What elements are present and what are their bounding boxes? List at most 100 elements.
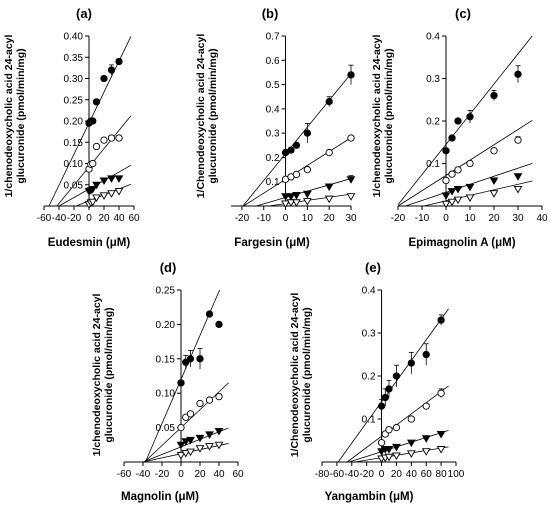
panel-d-filled-circle-point [186, 355, 195, 363]
panel-a-y-axis-label-line2: glucuronide (pmol/min/mg) [15, 48, 27, 183]
panel-e-open-triangle-down-point [392, 452, 401, 461]
panel-c-x-tick-label: -20 [391, 213, 406, 224]
panel-a-open-circle-point [92, 142, 101, 151]
panel-e-open-circle-point [385, 426, 393, 434]
panel-e-filled-triangle-down-point [406, 439, 416, 448]
panel-a-filled-circle-point [115, 57, 123, 66]
panel-d-fit-line [145, 289, 220, 463]
panel-e-y-tick-label: 0.2 [362, 372, 376, 383]
panel-c-filled-triangle-down-point [489, 177, 499, 185]
panel-e-x-axis-label: Yangambin (μM) [325, 491, 414, 503]
panel-e-filled-triangle-down-point [384, 446, 394, 454]
panel-e-filled-circle-point [385, 385, 393, 393]
panel-c-x-tick-label: 0 [443, 213, 449, 224]
panel-b-filled-triangle-down-point [286, 193, 296, 201]
panel-d-open-circle-point [186, 410, 195, 418]
panel-c-open-triangle-down-point [513, 185, 523, 194]
panel-d-x-tick-label: 60 [232, 469, 244, 480]
panel-e-open-circle-point [392, 423, 401, 432]
panel-b-y-tick-label: 0.6 [266, 56, 280, 67]
panel-e-filled-triangle-down-point [392, 443, 401, 452]
panel-d-x-tick-label: -40 [136, 469, 151, 480]
panel-b-open-circle-point [325, 148, 333, 157]
panel-c-y-axis-label-line2: glucuronide (pmol/min/mg) [383, 48, 395, 183]
panel-c-open-triangle-down-point [465, 194, 475, 202]
panel-c-x-tick-label: 40 [536, 213, 548, 224]
panel-d-filled-triangle-down-point [181, 438, 191, 446]
panel-b-open-triangle-down-point [286, 199, 296, 207]
panel-d-y-tick-label: 0.25 [156, 286, 176, 297]
panel-a-x-tick-label: -60 [37, 213, 52, 224]
panel-a-y-tick-label: 0.30 [64, 74, 84, 85]
panel-c-y-tick-label: 0.4 [426, 32, 440, 43]
panel-a-y-tick-label: 0.15 [64, 138, 84, 149]
panel-b-filled-circle-point [292, 141, 301, 149]
panel-a-y-tick-label: 0.35 [64, 53, 84, 64]
panel-a-filled-triangle-down-point [88, 185, 98, 194]
panel-b-y-tick-label: 0.4 [266, 104, 280, 115]
panel-d: (d) Magnolin (μM) 1/chenodeoxycholic aci… [91, 260, 244, 503]
panel-b-y-axis-label-line2: glucuronide (pmol/min/mg) [207, 48, 219, 183]
panel-c-open-circle-point [490, 147, 498, 155]
panel-d-filled-circle-point [205, 310, 214, 318]
panel-b-x-tick-label: -10 [257, 213, 272, 224]
panel-e-filled-circle-point [381, 393, 389, 402]
panel-d-x-tick-label: 0 [178, 469, 184, 480]
panel-c-open-triangle-down-point [453, 196, 463, 205]
panel-b-letter: (b) [262, 6, 279, 21]
panel-e-open-circle-point [437, 389, 445, 397]
panel-c-open-circle-point [466, 159, 474, 168]
panel-b-y-tick-label: 0.3 [266, 129, 280, 140]
panel-c-open-circle-point [442, 176, 450, 185]
panel-b-x-tick-label: 10 [302, 213, 314, 224]
panel-c-fit-line [423, 180, 533, 207]
panel-b-x-tick-label: 30 [345, 213, 357, 224]
panel-d-filled-triangle-down-point [176, 441, 186, 450]
panel-b-y-tick-label: 0.1 [266, 177, 280, 188]
panel-e-y-axis-label-line2: glucuronide (pmol/min/mg) [301, 307, 313, 442]
panel-a-x-tick-label: 60 [128, 213, 140, 224]
panel-b-open-triangle-down-point [302, 198, 312, 206]
panel-b-y-tick-label: 0.5 [266, 80, 280, 91]
panel-a-y-tick-label: 0.20 [64, 117, 84, 128]
panel-c-x-axis-label: Epimagnolin A (μM) [408, 237, 515, 249]
panel-b-filled-triangle-down-point [302, 190, 312, 199]
panel-d-open-circle-point [177, 423, 185, 432]
panel-c-filled-triangle-down-point [513, 173, 523, 181]
panel-a-filled-circle-point [89, 117, 97, 125]
panel-c-x-tick-label: 30 [512, 213, 524, 224]
panel-d-open-triangle-down-point [195, 445, 205, 453]
panel-c-filled-triangle-down-point [441, 192, 451, 200]
panel-e-letter: (e) [365, 260, 381, 275]
panel-d-x-tick-label: -60 [117, 469, 132, 480]
panel-d-filled-circle-point [196, 355, 204, 363]
panel-c-filled-triangle-down-point [453, 185, 463, 194]
panel-a-filled-circle-point [107, 66, 116, 74]
panel-b-filled-triangle-down-point [324, 183, 334, 192]
panel-b-y-tick-label: 0.7 [266, 32, 280, 43]
panel-b-fit-line [256, 178, 352, 207]
panel-e-fit-line [354, 446, 449, 463]
panel-e-filled-circle-point [422, 350, 430, 359]
panel-a-y-tick-label: 0.25 [64, 95, 84, 106]
panel-c-filled-circle-point [466, 113, 474, 121]
panel-a-filled-triangle-down-point [99, 177, 109, 185]
panel-d-y-tick-label: 0.05 [156, 423, 176, 434]
panel-e-x-tick-label: 20 [391, 469, 403, 480]
panel-d-open-triangle-down-point [214, 441, 224, 450]
panel-e-filled-circle-point [407, 359, 415, 367]
panel-a-x-axis-label: Eudesmin (μM) [48, 237, 131, 249]
panel-d-x-tick-label: -20 [155, 469, 170, 480]
panel-a-filled-triangle-down-point [114, 175, 124, 183]
panel-a-x-tick-label: 0 [86, 213, 92, 224]
panel-c: (c) Epimagnolin A (μM) 1/chenodeoxycholi… [371, 6, 548, 249]
panel-a-x-tick-label: -20 [67, 213, 82, 224]
panel-b-filled-circle-point [325, 97, 333, 106]
panel-b-open-circle-point [347, 134, 355, 142]
panel-d-open-circle-point [215, 392, 223, 401]
panel-e-x-tick-label: 100 [448, 469, 465, 480]
panel-a-y-tick-label: 0.10 [64, 159, 84, 170]
panel-e-filled-circle-point [437, 316, 445, 324]
panel-a-filled-circle-point [100, 74, 108, 83]
panel-e-fit-line [346, 385, 449, 463]
